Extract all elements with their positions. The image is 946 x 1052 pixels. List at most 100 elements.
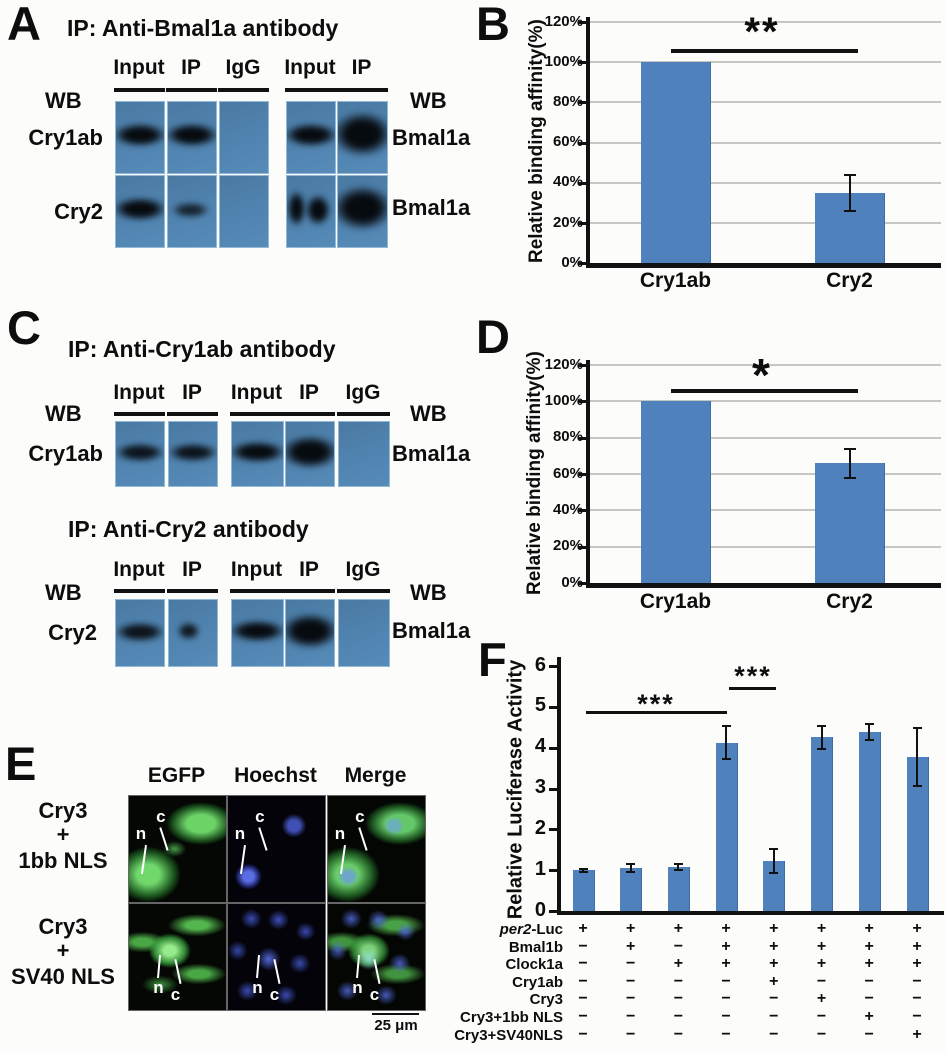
error-bar-stem xyxy=(848,448,851,478)
y-tick-label: 20% xyxy=(552,213,583,231)
lane-underline xyxy=(336,88,388,92)
condition-value: + xyxy=(721,920,731,937)
lane-header: Input xyxy=(113,558,165,581)
blot-lane xyxy=(115,175,165,248)
panel-c-row-label-1: Cry1ab xyxy=(28,441,103,466)
chart-gridline xyxy=(590,545,941,548)
y-tick-mark xyxy=(578,101,586,105)
chart-gridline xyxy=(590,141,941,144)
blot-lane xyxy=(286,175,336,248)
blot-lane xyxy=(338,599,390,667)
y-tick-label: 6 xyxy=(534,653,546,676)
scale-bar-line xyxy=(372,1013,419,1015)
blot-band xyxy=(338,184,387,232)
panel-c-wb-left-1: WB xyxy=(45,401,82,426)
y-tick-mark xyxy=(578,582,586,585)
lane-underline xyxy=(337,412,390,416)
y-tick-label: 1 xyxy=(534,857,546,880)
condition-value: + xyxy=(816,937,827,955)
panel-e-col-header: Merge xyxy=(344,764,407,787)
panel-c-target-label-1: Bmal1a xyxy=(392,441,471,466)
y-tick-label: 40% xyxy=(552,501,583,519)
y-tick-label: 20% xyxy=(552,537,583,555)
lane-header: Input xyxy=(113,56,165,79)
blot-band xyxy=(116,621,164,642)
panel-a-wb-left: WB xyxy=(45,88,82,113)
condition-value: − xyxy=(769,1008,779,1025)
error-bar-cap xyxy=(578,867,588,870)
chart-gridline xyxy=(590,101,941,104)
condition-value: − xyxy=(912,1008,922,1025)
error-bar-cap xyxy=(626,871,636,874)
lane-header: IgG xyxy=(345,558,381,581)
error-bar-cap xyxy=(843,209,856,212)
chart-bar xyxy=(811,737,833,911)
condition-value: − xyxy=(673,1008,684,1025)
x-axis-line xyxy=(586,263,941,268)
cytoplasm-label: c xyxy=(156,806,166,826)
condition-value: + xyxy=(769,955,779,973)
error-bar-stem xyxy=(848,174,851,211)
lane-header: Input xyxy=(230,558,283,581)
lane-underline xyxy=(230,412,284,416)
condition-value: − xyxy=(769,1025,779,1043)
lane-underline xyxy=(337,589,390,593)
blot-band xyxy=(169,443,217,463)
blot-band xyxy=(168,123,216,148)
condition-value: + xyxy=(864,955,874,973)
significance-line xyxy=(671,49,858,53)
condition-value: + xyxy=(626,937,636,955)
condition-value: + xyxy=(816,920,827,937)
blot-band xyxy=(287,190,307,228)
chart-gridline xyxy=(590,364,941,366)
annotation-line xyxy=(272,959,281,985)
nucleus-label: n xyxy=(334,823,346,843)
y-tick-mark xyxy=(578,364,586,367)
chart-gridline xyxy=(590,181,941,184)
panel-e-col-header: Hoechst xyxy=(234,764,317,787)
panel-a-row-label: Cry1ab xyxy=(28,125,103,150)
condition-value: − xyxy=(864,990,874,1008)
annotation-line xyxy=(372,959,381,985)
panel-a-title: IP: Anti-Bmal1a antibody xyxy=(67,15,339,41)
blot-lane xyxy=(337,175,388,248)
condition-value: − xyxy=(673,937,684,955)
condition-value: − xyxy=(912,990,922,1008)
condition-value: − xyxy=(864,1025,874,1043)
blot-lane xyxy=(338,421,390,487)
condition-value: + xyxy=(769,937,779,955)
y-tick-mark xyxy=(578,221,586,225)
panel-a-target-label: Bmal1a xyxy=(392,195,471,220)
nucleus-label: n xyxy=(252,978,263,998)
y-tick-label: 80% xyxy=(552,93,583,111)
significance-stars: * xyxy=(752,349,772,401)
x-category-label: Cry2 xyxy=(826,269,873,292)
significance-stars: *** xyxy=(734,661,772,691)
error-bar-cap xyxy=(843,476,856,479)
chart-bar xyxy=(641,62,711,263)
blot-lane xyxy=(168,599,218,667)
annotation-line xyxy=(356,954,361,979)
blot-lane xyxy=(219,175,269,248)
condition-value: − xyxy=(769,990,779,1008)
condition-value: + xyxy=(769,920,779,937)
condition-value: − xyxy=(721,1008,731,1025)
y-tick-mark xyxy=(549,787,557,791)
condition-value: − xyxy=(673,1025,684,1043)
chart-bar xyxy=(715,742,738,911)
condition-value: + xyxy=(912,1025,922,1043)
y-tick-label: 120% xyxy=(544,12,583,30)
condition-value: − xyxy=(721,972,731,990)
blot-lane xyxy=(285,421,335,487)
condition-row-label: Cry3+SV40NLS xyxy=(454,1026,563,1044)
significance-line xyxy=(586,711,727,714)
annotation-line xyxy=(258,827,268,851)
nucleus-label: n xyxy=(135,823,147,843)
blot-lane xyxy=(231,599,284,667)
lane-header: IgG xyxy=(345,381,381,404)
y-tick-mark xyxy=(578,400,586,404)
condition-value: + xyxy=(578,920,588,937)
y-tick-label: 80% xyxy=(552,428,583,446)
condition-value: − xyxy=(816,972,827,990)
